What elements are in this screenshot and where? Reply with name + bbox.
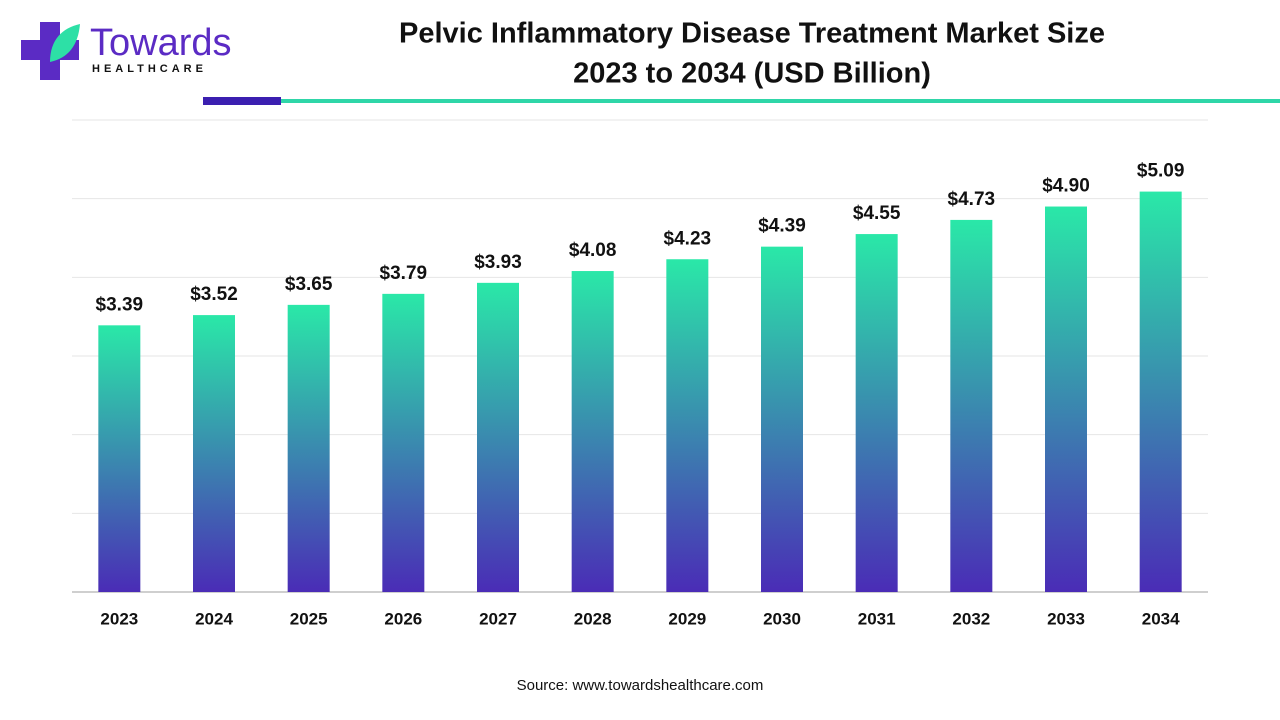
x-tick-label: 2034 (1142, 609, 1180, 628)
value-label: $3.65 (285, 274, 333, 295)
value-label: $5.09 (1137, 161, 1185, 182)
value-label: $4.39 (758, 216, 806, 237)
bar (1045, 206, 1087, 593)
value-label: $4.23 (664, 228, 712, 249)
x-tick-label: 2031 (858, 609, 896, 628)
bar (382, 293, 425, 592)
value-label: $4.55 (853, 203, 901, 224)
bar (193, 315, 235, 592)
x-tick-label: 2033 (1047, 609, 1085, 628)
value-label: $4.08 (569, 240, 617, 261)
value-label: $3.39 (96, 294, 144, 315)
value-label: $3.79 (380, 263, 428, 284)
bar (761, 246, 803, 593)
bar (950, 219, 993, 592)
header-rule (281, 99, 1280, 103)
x-tick-label: 2025 (290, 609, 328, 628)
x-tick-label: 2032 (952, 609, 990, 628)
value-label: $4.90 (1042, 176, 1090, 197)
value-label: $3.93 (474, 252, 522, 273)
x-tick-label: 2030 (763, 609, 801, 628)
x-tick-label: 2026 (384, 609, 422, 628)
bar (571, 271, 614, 592)
logo: Towards HEALTHCARE (21, 22, 232, 80)
header-accent (203, 97, 281, 105)
value-label: $4.73 (948, 189, 996, 210)
bar (98, 325, 141, 592)
logo-name: Towards (90, 22, 232, 64)
x-tick-label: 2029 (668, 609, 706, 628)
chart-title: Pelvic Inflammatory Disease Treatment Ma… (399, 18, 1105, 50)
source-note: Source: www.towardshealthcare.com (517, 677, 764, 694)
bar (855, 234, 898, 593)
bar (1139, 191, 1182, 592)
bar (477, 282, 519, 592)
chart-title: 2023 to 2034 (USD Billion) (573, 58, 931, 90)
bar (287, 304, 330, 592)
x-tick-label: 2024 (195, 609, 233, 628)
x-tick-label: 2023 (100, 609, 138, 628)
logo-leaf (50, 24, 80, 62)
value-label: $3.52 (190, 284, 238, 305)
logo-tagline: HEALTHCARE (92, 63, 207, 75)
x-tick-label: 2027 (479, 609, 517, 628)
bar (666, 259, 709, 592)
x-tick-label: 2028 (574, 609, 612, 628)
